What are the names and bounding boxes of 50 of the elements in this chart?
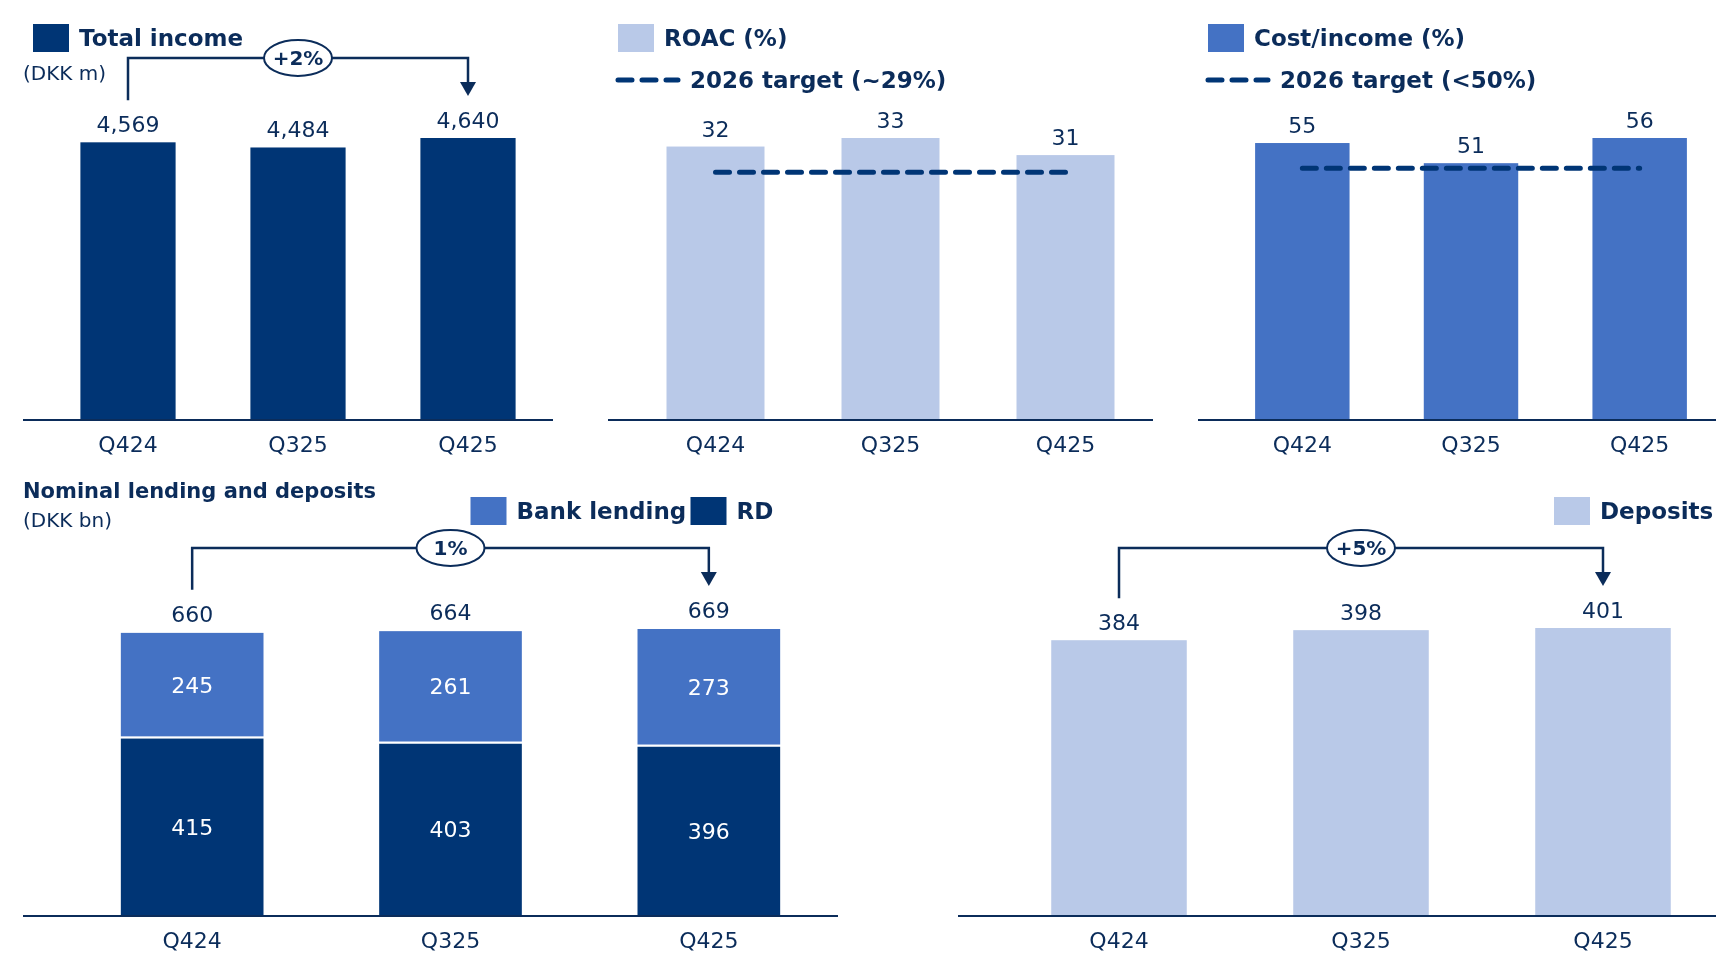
x-tick-label: Q325 [1441,432,1501,457]
x-tick-label: Q425 [1573,928,1633,953]
x-tick-label: Q424 [162,928,222,953]
legend-label: 2026 target (<50%) [1280,67,1537,93]
x-tick-label: Q325 [268,432,328,457]
data-label: 261 [429,674,472,700]
x-tick-label: Q325 [1331,928,1391,953]
data-label: 401 [1582,598,1624,623]
legend-label: RD [736,498,774,524]
total-label: 664 [429,600,472,626]
y-axis-title: (DKK bn) [23,508,112,532]
data-label: 396 [687,818,730,844]
data-label: 32 [701,116,730,142]
data-label: 33 [876,108,905,133]
data-label: 384 [1098,610,1140,636]
data-label: 31 [1051,125,1080,151]
x-tick-label: Q325 [860,432,921,457]
data-label: 4,569 [96,112,160,138]
x-tick-label: Q325 [420,928,481,953]
data-label: 4,484 [266,117,330,143]
x-tick-label: Q424 [1089,928,1149,953]
legend-label: Bank lending [516,498,687,524]
x-tick-label: Q424 [685,432,746,457]
text: 1% [433,536,468,560]
x-tick-label: Q425 [438,432,498,457]
data-label: 398 [1340,600,1382,626]
legend-label: Total income [79,25,244,51]
x-tick-label: Q425 [1035,432,1096,457]
total-label: 660 [171,601,214,627]
legend-label: 2026 target (~29%) [690,67,947,93]
y-axis-title: (DKK m) [23,61,107,85]
data-label: 55 [1288,113,1317,139]
chart-title: Nominal lending and deposits [23,479,377,503]
data-label: 273 [687,674,730,700]
x-tick-label: Q424 [98,432,158,457]
data-label: 415 [171,814,214,840]
total-label: 669 [687,598,730,623]
data-label: 245 [171,672,214,698]
legend-label: ROAC (%) [664,25,788,51]
legend-label: Deposits [1600,498,1714,524]
legend-label: Cost/income (%) [1254,25,1466,51]
data-label: 4,640 [436,108,500,133]
x-tick-label: Q425 [1610,432,1670,457]
data-label: 403 [429,817,472,843]
text: +5% [1335,536,1387,560]
data-label: 51 [1457,133,1485,159]
text: +2% [272,46,324,70]
data-label: 56 [1625,108,1654,133]
x-tick-label: Q424 [1272,432,1332,457]
x-tick-label: Q425 [679,928,739,953]
